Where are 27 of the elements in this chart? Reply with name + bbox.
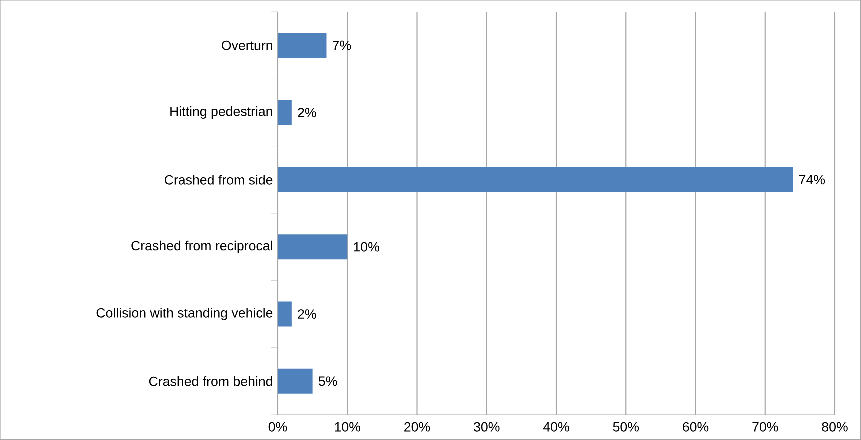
data-label: 2%	[298, 310, 316, 319]
y-tick-label: Hitting pedestrian	[170, 106, 272, 119]
data-label: 74%	[800, 175, 826, 185]
x-tick-label: 40%	[543, 422, 570, 432]
bar	[278, 302, 292, 327]
x-tick-label: 20%	[404, 422, 430, 432]
bar	[278, 167, 794, 192]
data-label: 7%	[333, 40, 352, 50]
y-tick-label: Crashed from side	[165, 175, 273, 185]
x-tick-label: 10%	[335, 422, 361, 432]
bar	[278, 368, 313, 394]
x-tick-label: 30%	[474, 422, 500, 432]
y-tick-label: Collision with standing vehicle	[96, 308, 273, 320]
x-tick-label: 60%	[683, 422, 709, 432]
y-tick-label: Crashed from behind	[149, 376, 272, 386]
x-tick-label: 0%	[268, 422, 288, 432]
x-tick-label: 70%	[752, 422, 778, 432]
y-tick-label: Crashed from reciprocal	[132, 240, 272, 254]
data-label: 2%	[298, 108, 316, 118]
data-label: 10%	[354, 242, 380, 252]
x-tick-label: 50%	[613, 422, 640, 432]
bar	[278, 234, 348, 260]
bar	[278, 33, 327, 58]
x-tick-label: 80%	[822, 422, 848, 432]
data-label: 5%	[318, 376, 338, 386]
bar	[278, 100, 292, 126]
y-tick-label: Overturn	[222, 40, 272, 50]
